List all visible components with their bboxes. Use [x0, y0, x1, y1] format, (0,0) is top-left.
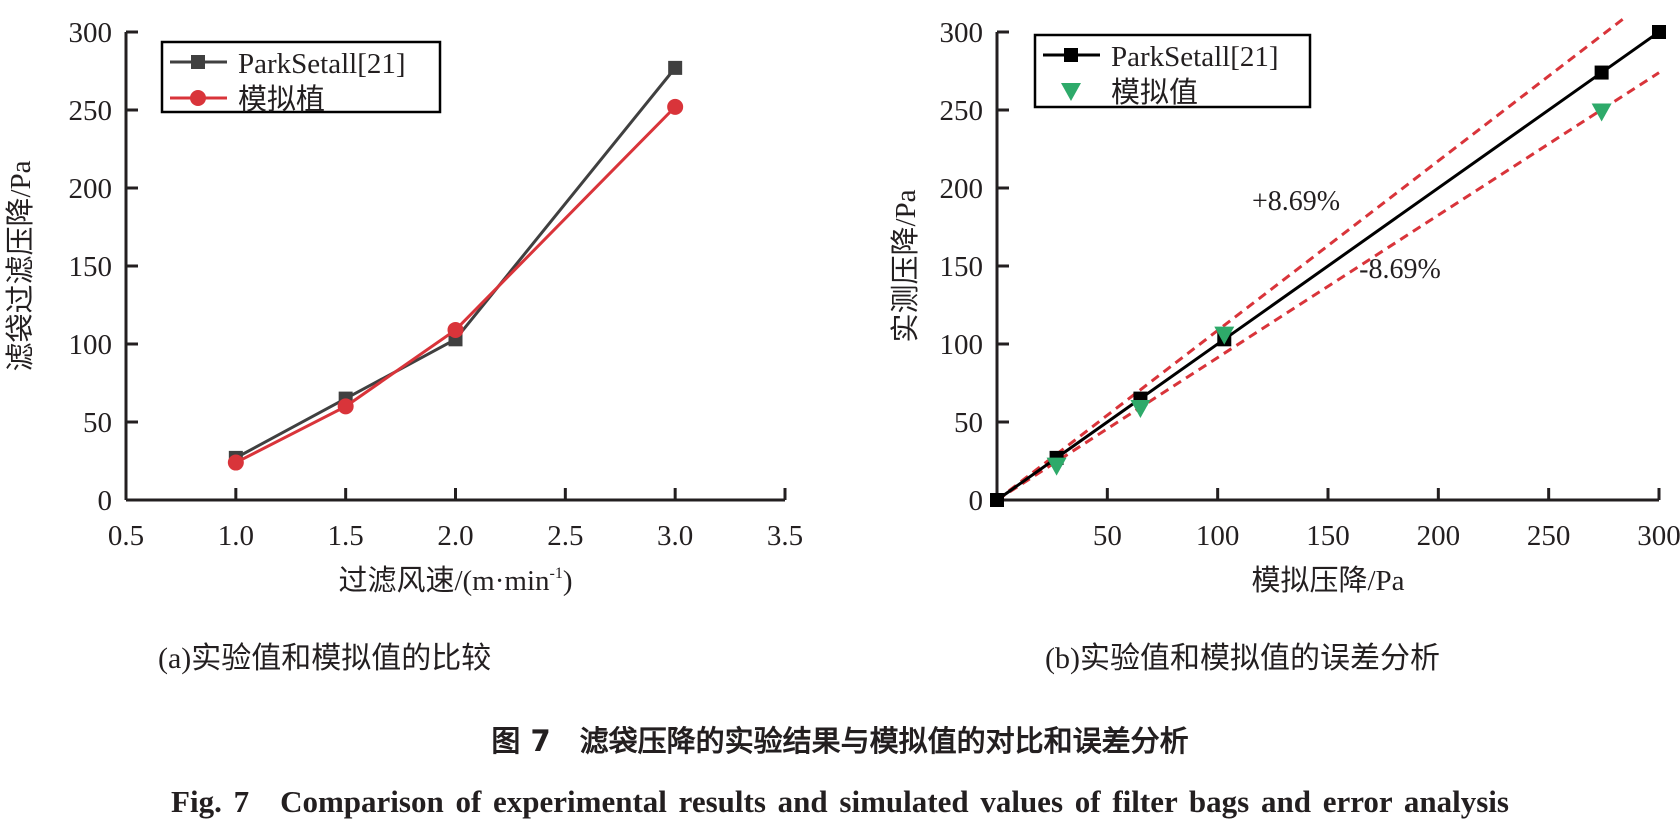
charta-series-line — [235, 66, 677, 460]
charta-y-tick-label: 50 — [83, 407, 112, 439]
chartb-legend-marker — [1061, 83, 1081, 101]
figure-title-cn: 图 7 滤袋压降的实验结果与模拟值的对比和误差分析 — [491, 724, 1189, 758]
chartb-y-axis-label: 实测压降/Pa — [889, 189, 922, 342]
chartb-data-point — [1046, 457, 1067, 476]
chartb-reference-line — [996, 15, 1628, 502]
figure-title-en: Fig. 7 Comparison of experimental result… — [171, 784, 1509, 819]
chartb-x-tick-label: 200 — [1417, 520, 1461, 552]
chartb-data-point — [1130, 399, 1151, 418]
charta-data-point — [668, 60, 683, 75]
charta-x-tick-label: 2.0 — [437, 520, 473, 552]
chartb-reference-label: -8.69% — [1359, 254, 1441, 285]
charta-data-point — [667, 98, 684, 115]
chartb-legend-label: 模拟值 — [1111, 76, 1198, 109]
charta-y-tick-label: 150 — [69, 251, 113, 283]
chartb-data-point — [1214, 326, 1235, 345]
charta-x-tick-label: 1.5 — [328, 520, 364, 552]
charta-y-tick-label: 300 — [69, 17, 113, 49]
charta-x-tick-label: 2.5 — [547, 520, 583, 552]
charta-series-line — [235, 105, 677, 464]
charta-x-tick-label: 0.5 — [108, 520, 144, 552]
charta-x-tick-label: 3.5 — [767, 520, 803, 552]
charta-x-axis-label-end: ) — [563, 565, 573, 597]
charta-legend-marker — [190, 90, 206, 106]
chartb-data-point — [990, 493, 1004, 507]
chartb-y-tick-label: 50 — [954, 407, 983, 439]
charta-x-axis-label: 过滤风速/(m·min-1) — [338, 564, 572, 597]
charta-y-tick-label: 200 — [69, 173, 113, 205]
charta-data-point — [447, 321, 464, 338]
charta-y-tick-label: 100 — [69, 329, 113, 361]
chartb-series-line — [996, 30, 1660, 502]
charta-x-axis-label-sup: -1 — [550, 565, 563, 582]
chartb-legend-box — [1033, 33, 1312, 109]
chartb-y-tick-label: 0 — [969, 485, 984, 517]
charta-y-tick-label: 0 — [98, 485, 113, 517]
chartb-x-tick-label: 250 — [1527, 520, 1571, 552]
chartb-data-point — [1591, 103, 1612, 122]
chartb-x-tick-label: 100 — [1196, 520, 1240, 552]
chartb-x-tick-label: 150 — [1306, 520, 1350, 552]
chartb-y-tick-label: 250 — [940, 95, 984, 127]
figure-charts: 0 50 100 150 200 250 300 0.5 1.0 1.5 2.0 2.5 3.0 3.5 过… — [4, 15, 1680, 597]
chartb-y-tick-label: 200 — [940, 173, 984, 205]
charta-legend-box — [160, 40, 442, 114]
charta-data-point — [227, 454, 244, 471]
chartb-data-point — [1652, 25, 1666, 39]
chartb-reference-label: +8.69% — [1252, 186, 1340, 217]
charta-x-tick-label: 3.0 — [657, 520, 693, 552]
chartb-legend-marker — [1064, 48, 1078, 62]
charta-x-tick-label: 1.0 — [218, 520, 254, 552]
chartb-y-tick-label: 300 — [940, 17, 984, 49]
chartb-reference-line — [996, 71, 1660, 502]
chartb-y-tick-label: 100 — [940, 329, 984, 361]
charta-legend-label: ParkSetall[21] — [238, 48, 406, 80]
chartb-y-tick-label: 150 — [940, 251, 984, 283]
chartb-x-axis-label: 模拟压降/Pa — [1251, 564, 1404, 597]
chartb-x-tick-label: 50 — [1093, 520, 1122, 552]
charta-y-axis-label: 滤袋过滤压降/Pa — [4, 160, 37, 371]
charta-legend-label: 模拟植 — [238, 83, 325, 116]
charta-y-tick-label: 250 — [69, 95, 113, 127]
caption-a: (a)实验值和模拟值的比较 — [158, 642, 492, 675]
charta-data-point — [337, 398, 354, 415]
charta-legend-marker — [191, 55, 205, 69]
caption-b: (b)实验值和模拟值的误差分析 — [1045, 642, 1440, 675]
chartb-legend-label: ParkSetall[21] — [1111, 41, 1279, 73]
chartb-x-tick-label: 300 — [1637, 520, 1680, 552]
chartb-data-point — [1594, 65, 1609, 80]
